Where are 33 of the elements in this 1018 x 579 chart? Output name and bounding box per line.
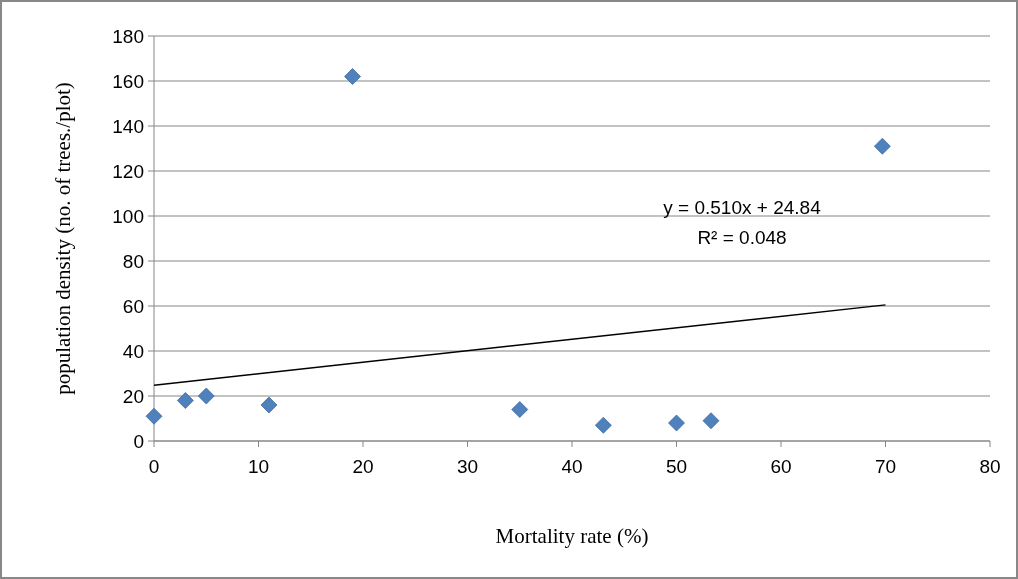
y-tick-label: 0	[133, 430, 144, 452]
y-tick-label: 40	[122, 340, 144, 362]
point	[344, 68, 361, 85]
point	[145, 407, 163, 425]
x-tick-label: 20	[352, 456, 374, 477]
x-tick-label: 0	[148, 456, 160, 477]
y-tick-label: 20	[122, 385, 144, 407]
annotation: y = 0.510x + 24.84	[663, 197, 822, 218]
point	[260, 396, 278, 414]
y-tick-label: 160	[112, 70, 144, 92]
y-tick-label: 60	[122, 295, 144, 317]
point	[197, 387, 215, 405]
y-tick-label: 80	[122, 250, 144, 272]
point	[873, 137, 891, 155]
point	[594, 416, 612, 434]
annotation: R² = 0.048	[697, 227, 787, 248]
y-tick-label: 120	[112, 160, 144, 182]
y-tick-label: 180	[112, 25, 144, 47]
x-tick-label: 30	[456, 456, 479, 477]
y-tick-label: 140	[112, 115, 144, 137]
point	[668, 414, 685, 432]
x-tick-label: 70	[874, 456, 897, 477]
x-tick-label: 60	[770, 456, 792, 477]
y-axis-title: population density (no. of trees./plot)	[51, 82, 75, 395]
x-tick-label: 40	[561, 456, 583, 477]
x-axis-title: Mortality rate (%)	[495, 524, 649, 548]
x-tick-label: 80	[979, 456, 1001, 477]
point	[176, 392, 194, 409]
point	[511, 401, 529, 418]
point	[702, 412, 720, 430]
x-tick-label: 10	[247, 456, 270, 477]
y-tick-label: 100	[112, 205, 144, 227]
x-tick-label: 50	[665, 456, 688, 477]
